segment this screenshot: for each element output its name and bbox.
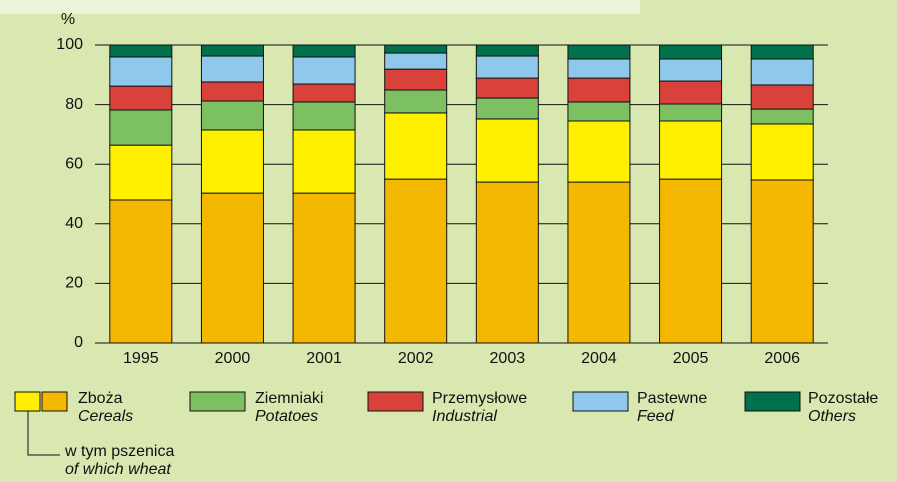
legend-swatch — [189, 391, 246, 412]
bar-segment — [109, 199, 173, 344]
bar-segment — [384, 52, 448, 70]
legend-bracket — [27, 411, 60, 456]
bar-segment — [567, 58, 631, 79]
legend-label-en: Industrial — [432, 408, 497, 425]
y-axis-label: % — [61, 11, 75, 28]
title-band — [0, 0, 640, 14]
bar-segment — [109, 144, 173, 201]
legend-swatch — [41, 391, 68, 412]
legend-label: Zboża — [78, 390, 123, 407]
bar-segment — [292, 101, 356, 131]
legend-label-en: Others — [808, 408, 856, 425]
bar-segment — [384, 112, 448, 180]
bar-segment — [475, 181, 539, 344]
bar-segment — [567, 101, 631, 122]
bar-segment — [200, 55, 264, 83]
bar-segment — [659, 120, 723, 180]
y-tick-label: 40 — [65, 215, 83, 232]
legend-swatch — [14, 391, 41, 412]
y-tick-label: 20 — [65, 275, 83, 292]
bar-segment — [475, 118, 539, 183]
bar-segment — [200, 81, 264, 102]
x-tick-label: 1995 — [123, 350, 159, 367]
bar-segment — [475, 97, 539, 120]
bar-segment — [109, 109, 173, 146]
bar-segment — [475, 77, 539, 99]
bar-segment — [292, 129, 356, 194]
bar-segment — [567, 120, 631, 183]
x-tick-label: 2000 — [215, 350, 251, 367]
legend-label: w tym pszenica — [64, 443, 174, 460]
legend-label-en: Feed — [637, 408, 675, 425]
legend-label: Pozostałe — [808, 390, 878, 407]
bar-segment — [659, 44, 723, 60]
legend-swatch — [367, 391, 424, 412]
bar-segment — [384, 89, 448, 114]
bar-segment — [567, 77, 631, 103]
legend-label: Pastewne — [637, 390, 707, 407]
bar-segment — [659, 58, 723, 82]
legend-swatch — [572, 391, 629, 412]
bar-segment — [659, 103, 723, 122]
bar-segment — [475, 55, 539, 79]
bar-segment — [750, 123, 814, 181]
bar-segment — [567, 181, 631, 344]
legend-label-en: Cereals — [78, 408, 133, 425]
legend-swatch — [744, 391, 801, 412]
x-tick-label: 2002 — [398, 350, 434, 367]
x-tick-label: 2004 — [581, 350, 617, 367]
y-tick-label: 100 — [56, 36, 83, 53]
bar-segment — [384, 68, 448, 91]
bar-segment — [659, 80, 723, 105]
bar-segment — [200, 192, 264, 344]
x-tick-label: 2001 — [306, 350, 342, 367]
bar-segment — [750, 58, 814, 86]
bar-segment — [109, 56, 173, 87]
legend-label-en: Potatoes — [255, 408, 318, 425]
bar-segment — [292, 83, 356, 103]
legend-label: Ziemniaki — [255, 390, 323, 407]
bar-segment — [200, 44, 264, 57]
bar-segment — [292, 44, 356, 58]
bar-segment — [292, 192, 356, 344]
y-tick-label: 80 — [65, 96, 83, 113]
bar-segment — [384, 178, 448, 344]
bar-segment — [200, 100, 264, 131]
bar-segment — [659, 178, 723, 344]
bar-segment — [750, 179, 814, 344]
x-tick-label: 2005 — [673, 350, 709, 367]
legend-label-en: of which wheat — [65, 461, 171, 478]
bar-segment — [475, 44, 539, 57]
bar-segment — [750, 108, 814, 125]
bar-segment — [567, 44, 631, 60]
y-tick-label: 60 — [65, 155, 83, 172]
y-tick-label: 0 — [74, 334, 83, 351]
x-tick-label: 2003 — [490, 350, 526, 367]
bar-segment — [200, 129, 264, 194]
bar-segment — [750, 84, 814, 110]
x-tick-label: 2006 — [764, 350, 800, 367]
legend-label: Przemysłowe — [432, 390, 527, 407]
bar-segment — [109, 44, 173, 58]
bar-segment — [292, 56, 356, 85]
bar-segment — [750, 44, 814, 60]
bar-segment — [384, 44, 448, 54]
bar-segment — [109, 85, 173, 111]
